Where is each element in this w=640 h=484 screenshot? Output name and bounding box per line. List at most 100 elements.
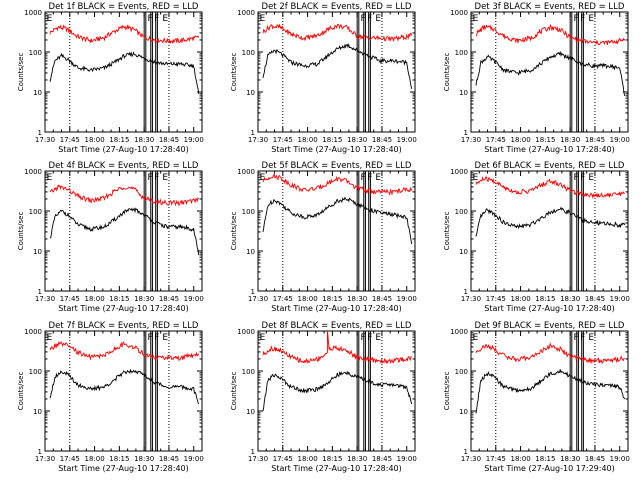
x-tick-label: 17:45 xyxy=(273,295,293,303)
x-tick-label: 18:15 xyxy=(109,136,129,144)
events-series-line xyxy=(262,196,413,245)
x-tick-label: 18:15 xyxy=(322,136,342,144)
y-tick-label: 1000 xyxy=(237,168,255,176)
interval-label: E xyxy=(473,14,479,24)
lld-series-line xyxy=(49,184,200,207)
y-tick-label: 100 xyxy=(455,49,468,57)
events-series-line xyxy=(475,50,626,97)
series-group xyxy=(475,342,626,414)
interval-label: F xyxy=(154,173,159,183)
y-axis-label: Counts/sec xyxy=(230,53,238,92)
series-group xyxy=(475,176,626,237)
interval-label: E xyxy=(375,333,381,343)
series-group xyxy=(262,23,413,89)
x-tick-label: 18:00 xyxy=(297,136,317,144)
x-tick-label: 17:30 xyxy=(248,295,268,303)
interval-label: E xyxy=(473,333,479,343)
y-tick-label: 10 xyxy=(33,89,42,97)
x-tick-label: 18:00 xyxy=(84,455,104,463)
x-tick-label: 17:45 xyxy=(486,455,506,463)
y-tick-label: 10 xyxy=(33,408,42,416)
x-tick-label: 17:45 xyxy=(60,455,80,463)
interval-label: E xyxy=(162,333,168,343)
x-tick-label: 19:00 xyxy=(184,455,204,463)
events-series-line xyxy=(49,51,200,94)
x-axis-label: Start Time (27-Aug-10 17:28:40) xyxy=(58,464,189,473)
y-tick-label: 10 xyxy=(246,408,255,416)
x-tick-label: 19:00 xyxy=(397,455,417,463)
x-tick-label: 18:45 xyxy=(372,455,392,463)
lld-series-line xyxy=(475,342,625,365)
x-tick-label: 19:00 xyxy=(184,136,204,144)
x-axis-label: Start Time (27-Aug-10 17:29:40) xyxy=(484,464,615,473)
interval-label: F xyxy=(147,173,152,183)
x-tick-label: 19:00 xyxy=(184,295,204,303)
x-tick-label: 18:15 xyxy=(535,136,555,144)
x-tick-label: 18:00 xyxy=(510,136,530,144)
y-tick-label: 1 xyxy=(251,129,255,137)
plot-frame xyxy=(470,330,629,452)
x-tick-label: 18:30 xyxy=(134,295,154,303)
x-tick-label: 18:45 xyxy=(159,136,179,144)
x-tick-label: 18:00 xyxy=(297,455,317,463)
y-tick-label: 1 xyxy=(464,288,468,296)
plot-frame xyxy=(257,330,416,452)
series-group xyxy=(262,331,413,412)
y-axis-label: Counts/sec xyxy=(230,372,238,411)
x-tick-label: 18:30 xyxy=(560,455,580,463)
interval-label: F xyxy=(580,333,585,343)
series-group xyxy=(49,184,200,255)
x-axis-label: Start Time (27-Aug-10 17:28:40) xyxy=(484,304,615,313)
interval-label: E xyxy=(375,14,381,24)
x-tick-label: 17:30 xyxy=(461,295,481,303)
x-tick-label: 18:45 xyxy=(585,455,605,463)
x-tick-label: 17:45 xyxy=(486,136,506,144)
y-axis-label: Counts/sec xyxy=(230,212,238,251)
x-axis-label: Start Time (27-Aug-10 17:28:40) xyxy=(58,304,189,313)
x-tick-label: 18:45 xyxy=(159,455,179,463)
x-tick-label: 18:45 xyxy=(372,295,392,303)
x-tick-label: 17:30 xyxy=(248,136,268,144)
y-tick-label: 1 xyxy=(251,448,255,456)
plot-frame xyxy=(44,11,203,133)
interval-label: E xyxy=(162,14,168,24)
y-tick-label: 1000 xyxy=(450,9,468,17)
interval-label: F xyxy=(580,14,585,24)
y-tick-label: 100 xyxy=(242,208,255,216)
interval-label: F xyxy=(360,14,365,24)
x-tick-label: 18:30 xyxy=(347,455,367,463)
x-tick-label: 19:00 xyxy=(397,295,417,303)
x-tick-label: 18:00 xyxy=(510,295,530,303)
x-axis-label: Start Time (27-Aug-10 17:28:40) xyxy=(58,145,189,154)
y-tick-label: 10 xyxy=(459,89,468,97)
events-series-line xyxy=(262,42,413,89)
events-series-line xyxy=(475,369,626,414)
x-tick-label: 18:30 xyxy=(347,136,367,144)
lld-series-line xyxy=(262,331,412,365)
interval-label: F xyxy=(360,173,365,183)
x-axis-label: Start Time (27-Aug-10 17:28:40) xyxy=(484,145,615,154)
x-tick-label: 17:45 xyxy=(273,136,293,144)
x-tick-label: 18:45 xyxy=(159,295,179,303)
x-axis-label: Start Time (27-Aug-10 17:28:40) xyxy=(271,304,402,313)
y-axis-label: Counts/sec xyxy=(17,212,25,251)
y-axis-label: Counts/sec xyxy=(443,53,451,92)
series-group xyxy=(475,23,626,97)
interval-label: F xyxy=(154,333,159,343)
lld-series-line xyxy=(262,172,413,196)
lld-series-line xyxy=(475,176,625,199)
x-tick-label: 19:00 xyxy=(397,136,417,144)
y-tick-label: 1000 xyxy=(450,328,468,336)
x-tick-label: 19:00 xyxy=(610,295,630,303)
x-tick-label: 17:30 xyxy=(35,455,55,463)
panel-title: Det 1f BLACK = Events, RED = LLD xyxy=(49,2,199,12)
x-tick-label: 18:15 xyxy=(535,295,555,303)
interval-label: E xyxy=(473,173,479,183)
interval-label: E xyxy=(162,173,168,183)
interval-label: E xyxy=(588,333,594,343)
